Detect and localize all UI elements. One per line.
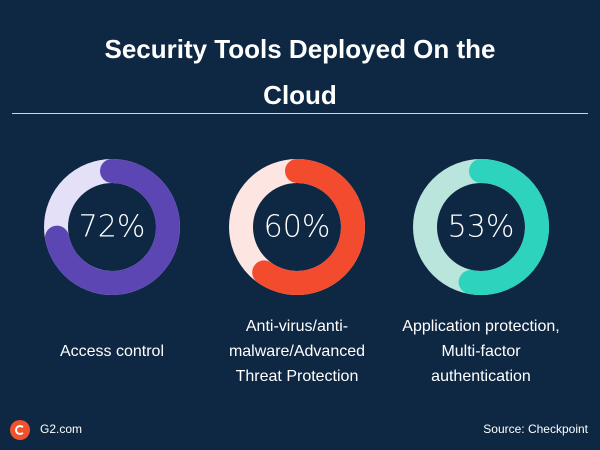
donut-arc — [44, 159, 180, 295]
divider — [12, 113, 588, 114]
value-label: 53% — [448, 210, 515, 245]
category-label: Application protection, Multi-factor aut… — [402, 317, 560, 385]
category-label: Anti-virus/anti-malware/Advanced Threat … — [228, 317, 366, 385]
value-label: 60% — [264, 210, 331, 245]
category-label: Access control — [59, 342, 165, 360]
donut-arc — [229, 159, 365, 295]
logo — [10, 420, 30, 440]
source: Source: Checkpoint — [483, 422, 588, 436]
brand: G2.com — [40, 422, 83, 436]
value-label: 72% — [79, 210, 146, 245]
chart-title: Security Tools Deployed On the Cloud — [104, 34, 496, 110]
donut-arc — [413, 159, 549, 295]
